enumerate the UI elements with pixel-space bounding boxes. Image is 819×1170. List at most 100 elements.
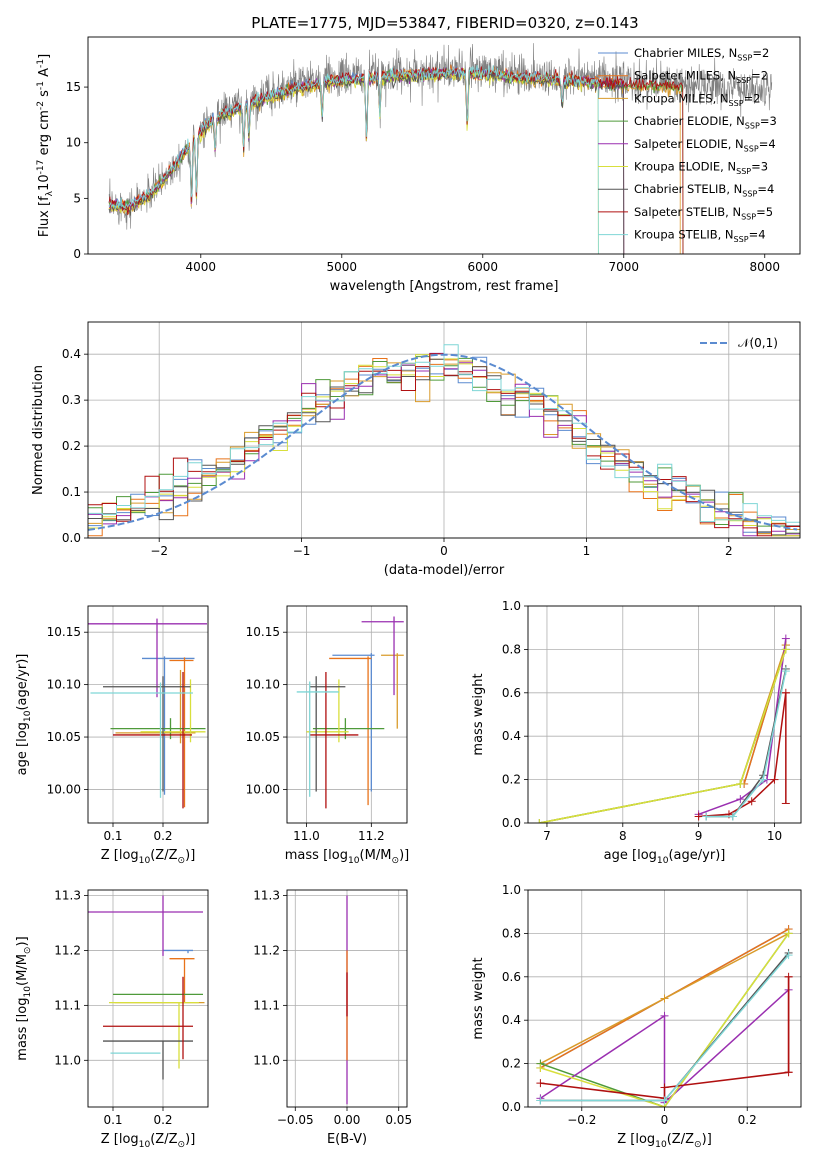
y-tick-label: 10.00 xyxy=(47,782,81,796)
y-tick-label: 0.2 xyxy=(502,773,521,787)
legend-entry: Salpeter STELIB, NSSP​=5 xyxy=(634,205,773,221)
residual_hist-frame xyxy=(87,321,801,539)
weight_vs_Z-axes: −0.2 0 0.2 0.0 0.2 0.4 0.6 0.8 1.0 Z [log10​(Z/Z⊙… xyxy=(471,883,802,1150)
y-tick-label: 10.15 xyxy=(246,625,280,639)
weight_vs_age-frame xyxy=(527,605,802,824)
x-tick-label: 0.2 xyxy=(153,829,172,843)
age_vs_Z-plot-area xyxy=(88,618,207,809)
spectrum-axes: 4000 5000 6000 7000 8000 0 5 10 15 wavelength [An… xyxy=(36,36,801,294)
mass_vs_EBV-xlabel: E(B-V) xyxy=(327,1132,367,1147)
weight_vs_Z-plot-area xyxy=(536,925,793,1107)
x-tick-label: 0 xyxy=(440,544,448,558)
y-tick-label: 10.05 xyxy=(47,730,81,744)
y-tick-label: 0.1 xyxy=(62,485,81,499)
weight_vs_Z-frame xyxy=(527,889,802,1108)
y-tick-label: 0.4 xyxy=(502,729,521,743)
mass_vs_Z-axes: 0.1 0.2 11.0 11.1 11.2 11.3 Z [log10​(Z/Z⊙​)] m… xyxy=(15,888,209,1150)
x-tick-label: 4000 xyxy=(186,260,217,274)
x-tick-label: 0.1 xyxy=(103,829,122,843)
histogram-step-6 xyxy=(88,358,800,536)
age_vs_Z-axes: 0.1 0.2 10.00 10.05 10.10 10.15 Z [log10​(Z/Z⊙… xyxy=(15,605,209,866)
x-tick-label: 10 xyxy=(767,829,782,843)
legend-entry: Kroupa MILES, NSSP​=2 xyxy=(634,91,761,107)
x-tick-label: 0.1 xyxy=(103,1113,122,1127)
legend-entry: Chabrier MILES, NSSP​=2 xyxy=(634,46,769,62)
y-tick-label: 0.8 xyxy=(502,926,521,940)
y-tick-label: 11.2 xyxy=(54,943,81,957)
weight-line-5 xyxy=(540,932,790,1107)
residual_hist-plot-area xyxy=(88,344,800,537)
y-tick-label: 1.0 xyxy=(502,883,521,897)
y-tick-label: 11.0 xyxy=(54,1053,81,1067)
y-tick-label: 11.1 xyxy=(54,998,81,1012)
residual_hist-xlabel: (data-model)/error xyxy=(384,563,505,578)
x-tick-label: 0.2 xyxy=(738,1113,757,1127)
x-tick-label: 11.2 xyxy=(358,829,385,843)
legend-entry: Salpeter MILES, NSSP​=2 xyxy=(634,69,768,85)
legend-entry: Kroupa STELIB, NSSP​=4 xyxy=(634,228,766,244)
spectrum-xlabel: wavelength [Angstrom, rest frame] xyxy=(330,279,559,294)
weight-line-8 xyxy=(706,670,787,818)
y-tick-label: 0.2 xyxy=(502,1057,521,1071)
y-tick-label: 0.8 xyxy=(502,642,521,656)
mass_vs_EBV-frame xyxy=(286,889,408,1108)
x-tick-label: −1 xyxy=(293,544,311,558)
age_vs_Z-xlabel: Z [log10​(Z/Z⊙​)] xyxy=(101,848,196,866)
y-tick-label: 11.3 xyxy=(54,888,81,902)
spectrum-model-line-0 xyxy=(108,65,625,254)
y-tick-label: 0.0 xyxy=(62,531,81,545)
x-tick-label: 11.0 xyxy=(293,829,320,843)
age_vs_mass-axes: 11.0 11.2 10.00 10.05 10.10 10.15 mass [log10​… xyxy=(246,605,409,866)
age_vs_Z-ylabel: age [log10​(age/yr)] xyxy=(15,654,33,776)
weight_vs_age-plot-area xyxy=(535,634,790,823)
x-tick-label: 7 xyxy=(543,829,551,843)
weight_vs_Z-ylabel: mass weight xyxy=(471,957,486,1039)
y-tick-label: 0.0 xyxy=(502,1100,521,1114)
spectrum-model-line-4 xyxy=(108,66,625,254)
x-tick-label: 9 xyxy=(695,829,703,843)
y-tick-label: 10.05 xyxy=(246,730,280,744)
legend-entry: Salpeter ELODIE, NSSP​=4 xyxy=(634,137,776,153)
mass_vs_Z-ylabel: mass [log10​(M/M⊙​)] xyxy=(15,936,33,1060)
y-tick-label: 10.10 xyxy=(47,678,81,692)
spectrum-model-line-2 xyxy=(108,69,681,254)
y-tick-label: 11.0 xyxy=(253,1053,280,1067)
y-tick-label: 0.4 xyxy=(502,1013,521,1027)
y-tick-label: 0.4 xyxy=(62,347,81,361)
age_vs_mass-plot-area xyxy=(296,616,404,809)
mass_vs_Z-xlabel: Z [log10​(Z/Z⊙​)] xyxy=(101,1132,196,1150)
y-tick-label: 11.1 xyxy=(253,998,280,1012)
spectrum-plot-area xyxy=(108,43,773,254)
y-tick-label: 11.3 xyxy=(253,888,280,902)
y-tick-label: 0.3 xyxy=(62,393,81,407)
weight_vs_age-ylabel: mass weight xyxy=(471,673,486,755)
age_vs_mass-xlabel: mass [log10​(M/M⊙​)] xyxy=(285,848,409,866)
y-tick-label: 10.00 xyxy=(246,782,280,796)
mass_vs_Z-plot-area xyxy=(88,895,205,1080)
y-tick-label: 0.0 xyxy=(502,816,521,830)
weight_vs_Z-xlabel: Z [log10​(Z/Z⊙​)] xyxy=(617,1132,712,1150)
y-tick-label: 15 xyxy=(66,80,81,94)
legend-entry: Chabrier ELODIE, NSSP​=3 xyxy=(634,114,777,130)
age_vs_Z-frame xyxy=(87,605,209,824)
x-tick-label: 8000 xyxy=(749,260,780,274)
x-tick-label: 1 xyxy=(583,544,591,558)
mass_vs_EBV-axes: −0.05 0.00 0.05 11.0 11.1 11.2 11.3 E(B-V) xyxy=(253,888,412,1147)
x-tick-label: 0.00 xyxy=(334,1113,361,1127)
x-tick-label: 5000 xyxy=(327,260,358,274)
weight_vs_age-axes: 7 8 9 10 0.0 0.2 0.4 0.6 0.8 1.0 age [log10​(age/y… xyxy=(471,599,802,866)
spectrum-model-line-8 xyxy=(108,65,599,254)
x-tick-label: 0 xyxy=(661,1113,669,1127)
x-tick-label: 8 xyxy=(619,829,627,843)
figure-title: PLATE=1775, MJD=53847, FIBERID=0320, z=0… xyxy=(251,14,638,32)
y-tick-label: 0.2 xyxy=(62,439,81,453)
spectrum-model-line-1 xyxy=(108,64,625,254)
x-tick-label: 0.2 xyxy=(153,1113,172,1127)
weight_vs_age-xlabel: age [log10​(age/yr)] xyxy=(604,848,726,866)
y-tick-label: 0.6 xyxy=(502,970,521,984)
y-tick-label: 10.10 xyxy=(246,678,280,692)
spectrum-ylabel: Flux [fλ​10-17​ erg cm-2​ s-1​ A-1​] xyxy=(36,54,55,237)
legend-entry: Chabrier STELIB, NSSP​=4 xyxy=(634,182,774,198)
x-tick-label: 0.05 xyxy=(385,1113,412,1127)
